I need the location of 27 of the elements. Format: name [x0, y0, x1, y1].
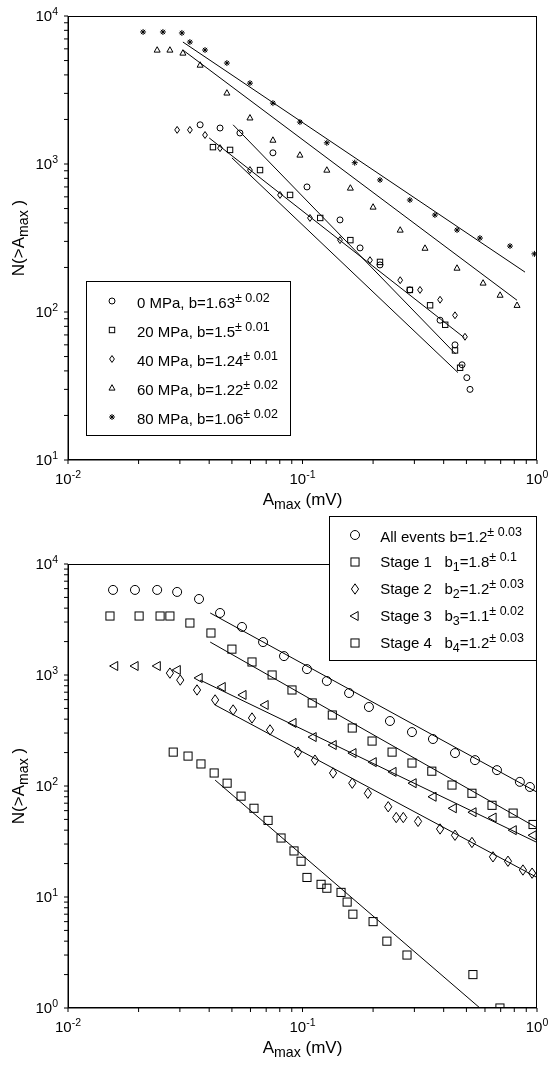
y-tick-label: 10$^{0}$ [35, 997, 59, 1016]
legend-label: All events b=1.2$^{± 0.03}$ [380, 524, 523, 545]
y-tick-label: 10$^{4}$ [35, 5, 59, 24]
legend-label: Stage 1 b$_{1}$=1.8$^{± 0.1}$ [380, 549, 518, 574]
legend-label: 60 MPa, b=1.22$^{± 0.02}$ [137, 377, 278, 398]
legend-label: Stage 3 b$_{3}$=1.1$^{± 0.02}$ [380, 603, 524, 628]
x-tick-label: 10$^{-2}$ [54, 468, 82, 487]
legend-label: 80 MPa, b=1.06$^{± 0.02}$ [137, 406, 278, 427]
x-tick-label: 10$^{-2}$ [54, 1016, 82, 1035]
y-tick-label: 10$^{4}$ [35, 553, 59, 572]
legend-label: Stage 2 b$_{2}$=1.2$^{± 0.03}$ [380, 576, 524, 601]
y-tick-label: 10$^{1}$ [35, 886, 59, 905]
y-tick-label: 10$^{3}$ [35, 664, 59, 683]
x-axis-title: A$_{max}$ (mV) [261, 1038, 344, 1061]
y-tick-label: 10$^{1}$ [35, 449, 59, 468]
legend-label: 0 MPa, b=1.63$^{± 0.02}$ [137, 290, 270, 311]
y-tick-label: 10$^{3}$ [35, 153, 59, 172]
y-tick-label: 10$^{2}$ [35, 301, 59, 320]
legend-label: 40 MPa, b=1.24$^{± 0.01}$ [137, 348, 278, 369]
x-tick-label: 10$^{-1}$ [289, 468, 316, 487]
legend-label: 20 MPa, b=1.5$^{± 0.01}$ [137, 319, 270, 340]
x-tick-label: 10$^{0}$ [525, 468, 549, 487]
x-tick-label: 10$^{-1}$ [289, 1016, 316, 1035]
x-tick-label: 10$^{0}$ [525, 1016, 549, 1035]
x-axis-title: A$_{max}$ (mV) [261, 490, 344, 513]
legend-label: Stage 4 b$_{4}$=1.2$^{± 0.03}$ [380, 630, 524, 655]
y-tick-label: 10$^{2}$ [35, 775, 59, 794]
